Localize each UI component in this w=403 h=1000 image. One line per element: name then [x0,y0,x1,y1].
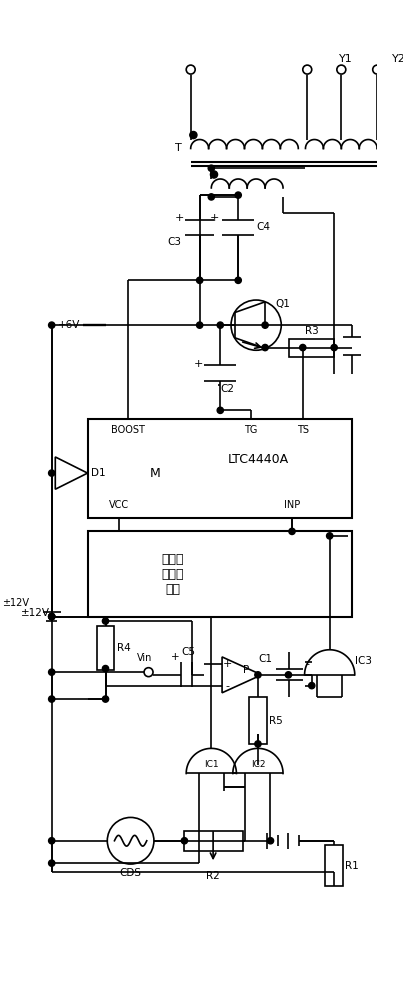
Circle shape [48,613,55,620]
Circle shape [48,669,55,675]
Circle shape [255,672,261,678]
Circle shape [197,277,203,283]
Text: +: + [194,359,204,369]
Circle shape [208,194,214,200]
Circle shape [48,838,55,844]
Text: -: - [225,681,229,691]
Text: Q1: Q1 [276,299,291,309]
Text: D1: D1 [91,468,106,478]
Bar [289,339,334,357]
Circle shape [102,618,109,624]
Text: BOOST: BOOST [111,425,145,435]
Circle shape [255,741,261,747]
Circle shape [210,171,218,178]
Text: IC3: IC3 [355,656,372,666]
Circle shape [48,860,55,866]
Bar [325,845,343,886]
Text: Y2: Y2 [392,54,403,64]
Circle shape [48,696,55,702]
Circle shape [285,672,291,678]
Bar [87,531,352,617]
Circle shape [326,533,333,539]
Text: R1: R1 [345,861,359,871]
Bar [87,419,352,518]
Circle shape [267,838,274,844]
Text: +: + [175,213,185,223]
Text: R2: R2 [206,871,220,881]
Text: -: - [305,659,309,669]
Text: CDS: CDS [120,868,141,878]
Circle shape [48,322,55,328]
Text: R5: R5 [269,716,283,726]
Circle shape [235,277,241,283]
Text: R3: R3 [305,326,319,336]
Text: IC2: IC2 [251,760,265,769]
Circle shape [331,344,337,351]
Text: IC1: IC1 [204,760,218,769]
Text: VCC: VCC [109,500,129,510]
Circle shape [190,131,197,139]
Circle shape [235,192,241,198]
Circle shape [208,165,214,171]
Text: P: P [243,665,249,675]
Text: +: + [210,213,220,223]
Circle shape [300,344,306,351]
Circle shape [102,665,109,672]
Text: +: + [223,659,232,669]
Text: C3: C3 [168,237,181,247]
Text: T: T [175,143,181,153]
Circle shape [48,613,55,620]
Text: R4: R4 [116,643,130,653]
Circle shape [48,613,55,620]
Circle shape [262,344,268,351]
Circle shape [217,407,223,413]
Circle shape [262,322,268,328]
Circle shape [48,470,55,476]
Text: 半桥控
制驱动
电路: 半桥控 制驱动 电路 [162,553,184,596]
Text: ±12V: ±12V [21,608,50,618]
Text: Vin: Vin [137,653,153,663]
Bar [185,831,243,851]
Circle shape [197,322,203,328]
Text: LTC4440A: LTC4440A [227,453,289,466]
Bar [97,626,114,670]
Text: INP: INP [284,500,300,510]
Circle shape [102,696,109,702]
Bar [249,697,267,744]
Circle shape [181,838,187,844]
Text: +: + [171,652,180,662]
Circle shape [309,682,315,689]
Circle shape [289,528,295,535]
Text: TG: TG [244,425,258,435]
Text: C2: C2 [220,384,235,394]
Circle shape [217,322,223,328]
Text: M: M [150,467,160,480]
Text: TS: TS [297,425,309,435]
Text: C1: C1 [258,654,272,664]
Text: Y1: Y1 [339,54,353,64]
Text: C4: C4 [256,222,270,232]
Text: +6V: +6V [58,320,81,330]
Text: C5: C5 [181,647,195,657]
Text: ±12V: ±12V [2,598,29,608]
